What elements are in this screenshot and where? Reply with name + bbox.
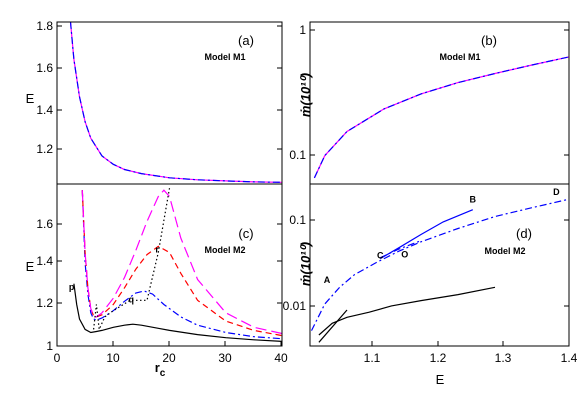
y-tick-label: 1.2 xyxy=(36,296,53,310)
series-line-1 xyxy=(318,286,496,336)
series-line-4 xyxy=(81,189,282,335)
x-tick-label: 1.4 xyxy=(561,351,577,365)
y-tick-label: 1.6 xyxy=(36,217,53,231)
panel-label: (b) xyxy=(481,33,497,48)
series-line-1 xyxy=(313,56,569,179)
panel-d: 0.01 0.1 1.1 1.2 1.3 1.4 (d) Model M2 ṁ(10¹⁰) E A B… xyxy=(283,183,577,387)
y-axis-label: E xyxy=(26,91,35,106)
series-line-2 xyxy=(313,56,569,179)
y-axis-label: ṁ(10¹⁰) xyxy=(298,242,313,286)
annotation-r: r xyxy=(155,245,159,255)
y-tick-label: 1.8 xyxy=(36,19,53,33)
model-label: Model M2 xyxy=(204,245,245,255)
panel-label: (c) xyxy=(238,226,253,241)
series-group xyxy=(313,56,569,179)
x-tick-label: 30 xyxy=(218,351,232,365)
annotation-D: D xyxy=(553,187,560,197)
plot-frame xyxy=(56,183,283,347)
series-line-3 xyxy=(310,198,569,331)
annotation-C: C xyxy=(377,251,384,261)
x-tick-label: 1.3 xyxy=(495,351,512,365)
panel-label: (a) xyxy=(238,33,254,48)
y-tick-label: 1 xyxy=(299,23,306,37)
x-axis-label: E xyxy=(436,372,445,387)
series-line-2 xyxy=(318,309,348,343)
series-group xyxy=(73,188,282,342)
x-tick-label: 10 xyxy=(106,351,120,365)
series-line-1 xyxy=(73,283,282,342)
series-group xyxy=(69,22,282,183)
x-tick-label: 40 xyxy=(274,351,288,365)
series-line-5 xyxy=(93,188,171,332)
model-label: Model M2 xyxy=(484,246,525,256)
y-tick-label: 1.2 xyxy=(36,142,53,156)
x-axis-label: rc xyxy=(155,360,166,379)
annotation-A: A xyxy=(324,275,331,285)
y-tick-label: 0.1 xyxy=(289,213,306,227)
y-tick-label: 0.1 xyxy=(289,148,306,162)
model-label: Model M1 xyxy=(204,52,245,62)
series-line-4 xyxy=(379,209,474,260)
series-line-2 xyxy=(81,190,282,340)
panel-a: 1.2 1.4 1.6 1.8 (a) Model M1 E xyxy=(26,19,283,185)
model-label: Model M1 xyxy=(439,52,480,62)
plot-frame xyxy=(309,183,570,347)
y-tick-label: 1.4 xyxy=(36,103,53,117)
x-tick-label: 0 xyxy=(54,351,61,365)
plot-frame xyxy=(309,21,570,185)
x-axis-label-subscript: c xyxy=(160,368,166,379)
y-tick-label: 0.01 xyxy=(283,299,307,313)
panel-c: 1 1.2 1.4 1.6 0 10 20 30 40 (c) Model M2 Erc p q r xyxy=(26,183,288,379)
annotation-B: B xyxy=(470,194,477,204)
panel-b: 0.1 1 (b)Model M1 ṁ(10¹⁰) xyxy=(289,21,570,185)
annotation-p: p xyxy=(69,282,75,292)
y-tick-label: 1.4 xyxy=(36,254,53,268)
series-line-3 xyxy=(81,190,282,337)
y-tick-label: 1 xyxy=(46,339,53,353)
series-group xyxy=(310,198,569,343)
y-axis-label: ṁ(10¹⁰) xyxy=(298,73,313,117)
series-line-5 xyxy=(380,240,422,259)
series-line-2 xyxy=(69,22,282,183)
annotation-q: q xyxy=(129,294,135,304)
annotation-O: O xyxy=(401,250,408,260)
x-tick-label: 20 xyxy=(162,351,176,365)
panel-label: (d) xyxy=(516,226,532,241)
y-axis-label: E xyxy=(26,259,35,274)
x-tick-label: 1.2 xyxy=(430,351,447,365)
x-tick-label: 1.1 xyxy=(364,351,381,365)
y-tick-label: 1.6 xyxy=(36,61,53,75)
